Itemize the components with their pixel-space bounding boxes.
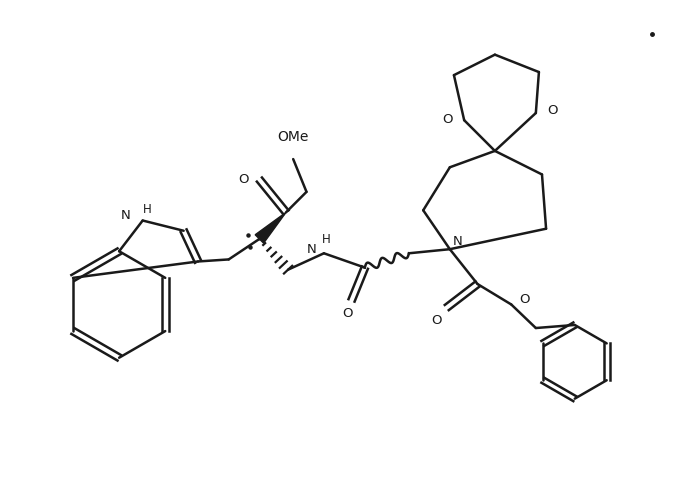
Text: H: H: [143, 203, 151, 216]
Text: N: N: [453, 235, 463, 247]
Text: O: O: [343, 307, 353, 320]
Text: O: O: [238, 173, 248, 186]
Text: O: O: [442, 113, 453, 126]
Text: O: O: [547, 105, 558, 118]
Text: O: O: [519, 293, 530, 306]
Polygon shape: [255, 213, 286, 243]
Text: O: O: [431, 314, 442, 327]
Text: OMe: OMe: [278, 130, 309, 144]
Text: N: N: [307, 243, 317, 255]
Text: H: H: [322, 233, 331, 246]
Text: N: N: [120, 209, 130, 222]
